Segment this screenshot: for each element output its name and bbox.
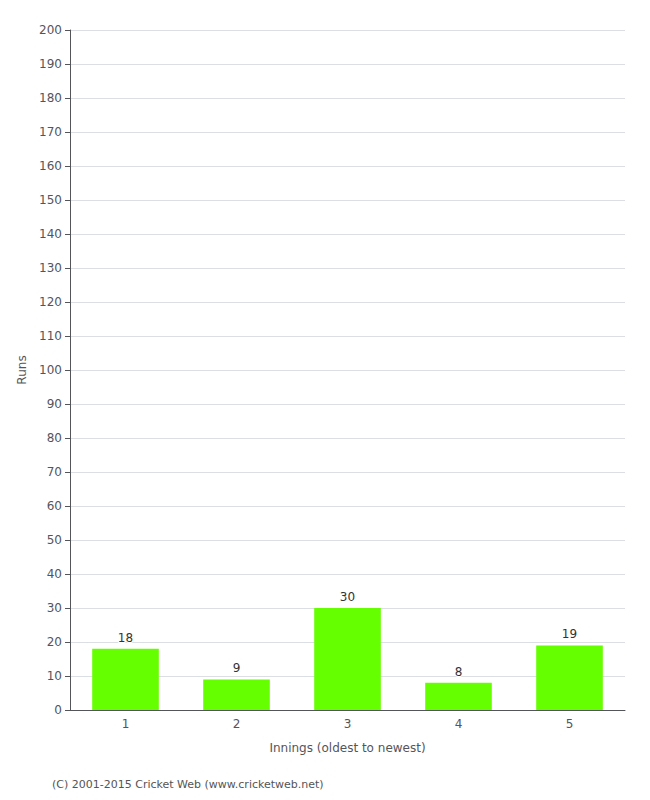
svg-text:20: 20 [47,635,62,649]
svg-text:160: 160 [39,159,62,173]
svg-text:40: 40 [47,567,62,581]
svg-text:100: 100 [39,363,62,377]
svg-text:0: 0 [54,703,62,717]
svg-text:8: 8 [455,665,463,679]
svg-text:9: 9 [233,661,241,675]
svg-text:30: 30 [47,601,62,615]
svg-text:90: 90 [47,397,62,411]
svg-text:180: 180 [39,91,62,105]
svg-text:1: 1 [122,717,130,731]
svg-text:140: 140 [39,227,62,241]
svg-text:200: 200 [39,23,62,37]
svg-text:(C) 2001-2015 Cricket Web (www: (C) 2001-2015 Cricket Web (www.cricketwe… [52,778,324,791]
svg-text:4: 4 [455,717,463,731]
svg-text:70: 70 [47,465,62,479]
svg-text:Runs: Runs [15,355,29,384]
svg-text:150: 150 [39,193,62,207]
svg-text:18: 18 [118,631,133,645]
svg-text:130: 130 [39,261,62,275]
svg-text:190: 190 [39,57,62,71]
svg-text:60: 60 [47,499,62,513]
svg-text:2: 2 [233,717,241,731]
svg-text:30: 30 [340,590,355,604]
svg-text:170: 170 [39,125,62,139]
svg-text:50: 50 [47,533,62,547]
svg-text:19: 19 [562,627,577,641]
svg-text:120: 120 [39,295,62,309]
svg-text:3: 3 [344,717,352,731]
svg-text:5: 5 [566,717,574,731]
svg-text:110: 110 [39,329,62,343]
svg-text:Innings (oldest to newest): Innings (oldest to newest) [269,741,425,755]
svg-text:80: 80 [47,431,62,445]
svg-text:10: 10 [47,669,62,683]
